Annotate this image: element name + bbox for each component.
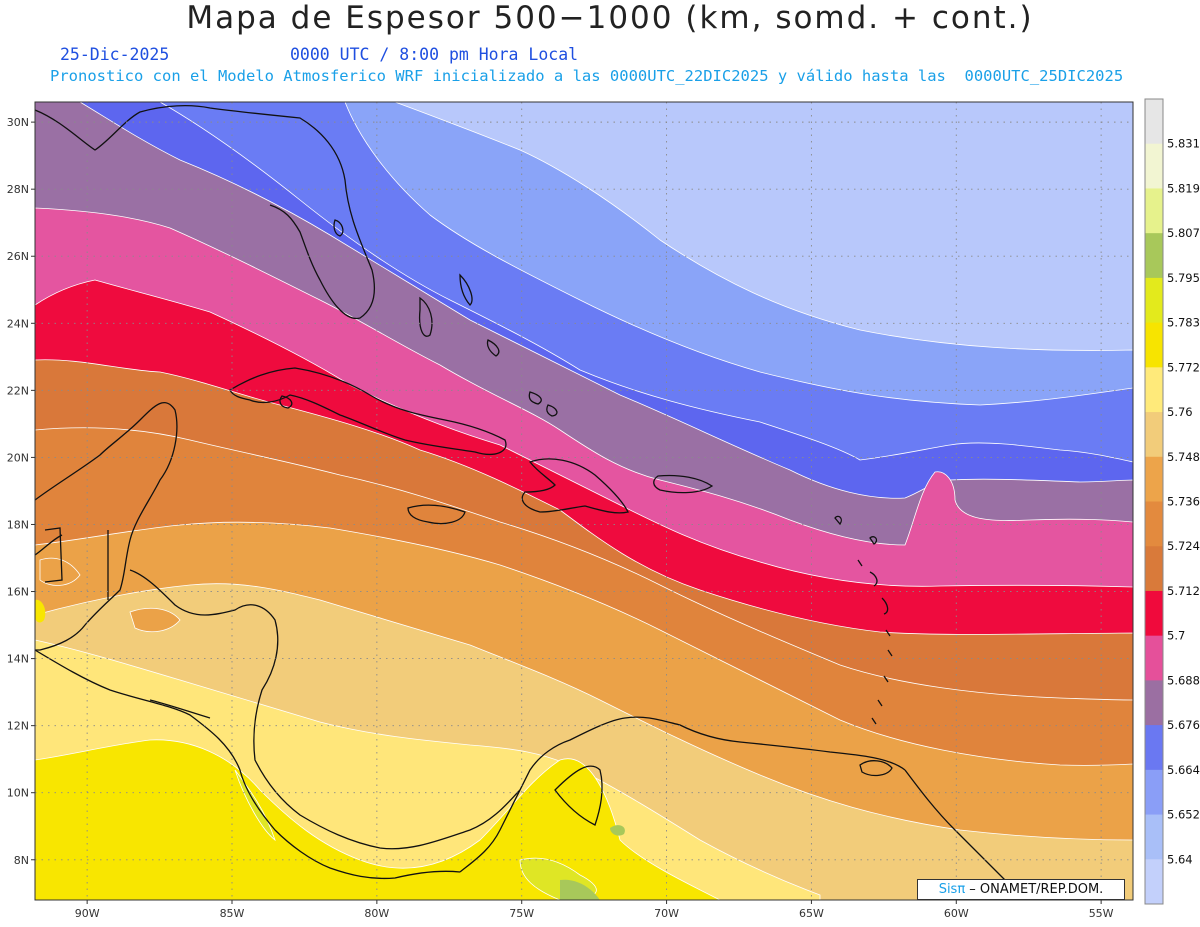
lat-tick-label: 18N bbox=[7, 518, 29, 531]
lat-tick-label: 28N bbox=[7, 183, 29, 196]
patch-yellow-west bbox=[35, 599, 46, 623]
colorbar-label: 5.831 bbox=[1167, 137, 1200, 151]
patch-yucatan bbox=[39, 557, 81, 586]
colorbar-label: 5.819 bbox=[1167, 181, 1200, 195]
colorbar-swatch bbox=[1145, 367, 1163, 413]
colorbar-label: 5.688 bbox=[1167, 673, 1200, 687]
colorbar-label: 5.783 bbox=[1167, 316, 1200, 330]
credit-box: Sisπ – ONAMET/REP.DOM. bbox=[917, 879, 1125, 900]
colorbar-swatch bbox=[1145, 233, 1163, 279]
lon-tick-label: 85W bbox=[220, 907, 245, 920]
colorbar-swatch bbox=[1145, 99, 1163, 145]
lat-tick-label: 14N bbox=[7, 653, 29, 666]
lat-tick-label: 24N bbox=[7, 317, 29, 330]
lat-tick-label: 10N bbox=[7, 787, 29, 800]
lat-tick-label: 22N bbox=[7, 384, 29, 397]
colorbar-label: 5.748 bbox=[1167, 450, 1200, 464]
colorbar-label: 5.76 bbox=[1167, 405, 1193, 419]
lon-tick-label: 80W bbox=[364, 907, 389, 920]
lon-tick-label: 60W bbox=[944, 907, 969, 920]
map-title: Mapa de Espesor 500−1000 (km, somd. + co… bbox=[186, 0, 1034, 36]
lat-tick-label: 26N bbox=[7, 250, 29, 263]
colorbar-label: 5.7 bbox=[1167, 629, 1185, 643]
lat-tick-label: 16N bbox=[7, 586, 29, 599]
colorbar-swatch bbox=[1145, 322, 1163, 368]
colorbar-label: 5.664 bbox=[1167, 763, 1200, 777]
lon-tick-label: 65W bbox=[799, 907, 824, 920]
lon-tick-label: 70W bbox=[654, 907, 679, 920]
time-label: 0000 UTC / 8:00 pm Hora Local bbox=[290, 45, 579, 64]
colorbar-label: 5.712 bbox=[1167, 584, 1200, 598]
colorbar: 5.831 5.819 5.807 5.795 5.783 5.772 5.76 5.748 5… bbox=[1144, 98, 1200, 905]
colorbar-swatch bbox=[1145, 859, 1163, 905]
forecast-description: Pronostico con el Modelo Atmosferico WRF… bbox=[50, 67, 1124, 85]
lat-tick-label: 8N bbox=[14, 854, 29, 867]
lon-tick-label: 55W bbox=[1089, 907, 1114, 920]
colorbar-swatch bbox=[1145, 501, 1163, 547]
colorbar-label: 5.736 bbox=[1167, 495, 1200, 509]
colorbar-swatch bbox=[1145, 814, 1163, 860]
colorbar-frame bbox=[1144, 98, 1164, 905]
colorbar-label: 5.676 bbox=[1167, 718, 1200, 732]
colorbar-label: 5.795 bbox=[1167, 271, 1200, 285]
colorbar-swatch bbox=[1145, 143, 1163, 189]
colorbar-swatch bbox=[1145, 725, 1163, 771]
lon-tick-label: 90W bbox=[75, 907, 100, 920]
colorbar-swatch bbox=[1145, 546, 1163, 592]
colorbar-label: 5.724 bbox=[1167, 539, 1200, 553]
colorbar-swatch bbox=[1145, 412, 1163, 458]
lat-tick-label: 12N bbox=[7, 720, 29, 733]
date-label: 25-Dic-2025 bbox=[60, 45, 170, 64]
band-5-807 bbox=[560, 825, 625, 900]
colorbar-label: 5.772 bbox=[1167, 360, 1200, 374]
graticule bbox=[35, 102, 1133, 900]
colorbar-swatch bbox=[1145, 680, 1163, 726]
colorbar-label: 5.652 bbox=[1167, 808, 1200, 822]
contour-fill-layer bbox=[35, 102, 1133, 900]
colorbar-swatch bbox=[1145, 456, 1163, 502]
colorbar-swatch bbox=[1145, 769, 1163, 816]
lat-tick-label: 20N bbox=[7, 451, 29, 464]
colorbar-label: 5.64 bbox=[1167, 852, 1193, 866]
lat-tick-label: 30N bbox=[7, 116, 29, 129]
credit-brand: Sisπ bbox=[938, 882, 966, 897]
map-frame bbox=[34, 101, 1134, 901]
colorbar-swatch bbox=[1145, 277, 1163, 324]
credit-text: – ONAMET/REP.DOM. bbox=[965, 882, 1104, 897]
colorbar-label: 5.807 bbox=[1167, 226, 1200, 240]
colorbar-swatch bbox=[1145, 590, 1163, 637]
axis-ticks: 30N 28N 26N 24N 22N 20N 18N 16N 14N 12N 10N 8N 90W 85… bbox=[7, 116, 1114, 920]
lon-tick-label: 75W bbox=[509, 907, 534, 920]
colorbar-swatch bbox=[1145, 635, 1163, 681]
colorbar-swatch bbox=[1145, 188, 1163, 234]
coastlines bbox=[35, 105, 1016, 900]
patch-orange-west bbox=[129, 607, 181, 633]
